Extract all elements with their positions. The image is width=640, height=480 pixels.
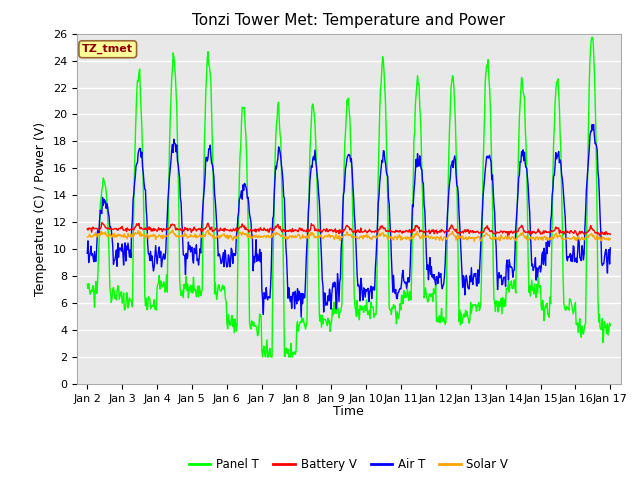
Air T	[227, 245, 235, 251]
Solar V	[413, 229, 420, 235]
Solar V	[228, 236, 236, 241]
Battery V	[228, 228, 236, 234]
Line: Panel T: Panel T	[87, 37, 611, 357]
Battery V	[83, 226, 91, 232]
Battery V	[147, 228, 155, 234]
Air T	[200, 193, 207, 199]
Battery V	[607, 231, 614, 237]
Air T	[413, 164, 420, 170]
Air T	[83, 251, 91, 256]
Legend: Panel T, Battery V, Air T, Solar V: Panel T, Battery V, Air T, Solar V	[184, 454, 513, 476]
Panel T	[259, 354, 266, 360]
Panel T	[413, 82, 420, 88]
Panel T	[588, 34, 596, 40]
Panel T	[428, 291, 436, 297]
Panel T	[607, 323, 614, 328]
Line: Solar V: Solar V	[87, 230, 611, 241]
Air T	[428, 274, 436, 280]
Air T	[298, 314, 305, 320]
Panel T	[227, 316, 235, 322]
Battery V	[413, 223, 420, 228]
Panel T	[147, 306, 154, 312]
Solar V	[93, 234, 100, 240]
Air T	[147, 249, 154, 254]
Battery V	[98, 220, 106, 226]
Solar V	[83, 234, 91, 240]
Battery V	[428, 227, 436, 233]
Line: Air T: Air T	[87, 124, 611, 317]
Battery V	[574, 233, 582, 239]
X-axis label: Time: Time	[333, 405, 364, 418]
Air T	[93, 243, 100, 249]
Panel T	[83, 281, 91, 287]
Solar V	[470, 239, 478, 244]
Air T	[590, 121, 598, 127]
Solar V	[428, 234, 436, 240]
Solar V	[147, 232, 154, 238]
Air T	[607, 245, 614, 251]
Solar V	[168, 227, 176, 233]
Panel T	[200, 180, 207, 186]
Solar V	[607, 236, 614, 242]
Y-axis label: Temperature (C) / Power (V): Temperature (C) / Power (V)	[35, 122, 47, 296]
Battery V	[93, 226, 100, 231]
Battery V	[200, 226, 208, 232]
Line: Battery V: Battery V	[87, 223, 611, 236]
Solar V	[200, 232, 208, 238]
Text: TZ_tmet: TZ_tmet	[82, 44, 133, 54]
Title: Tonzi Tower Met: Temperature and Power: Tonzi Tower Met: Temperature and Power	[192, 13, 506, 28]
Panel T	[93, 290, 100, 296]
